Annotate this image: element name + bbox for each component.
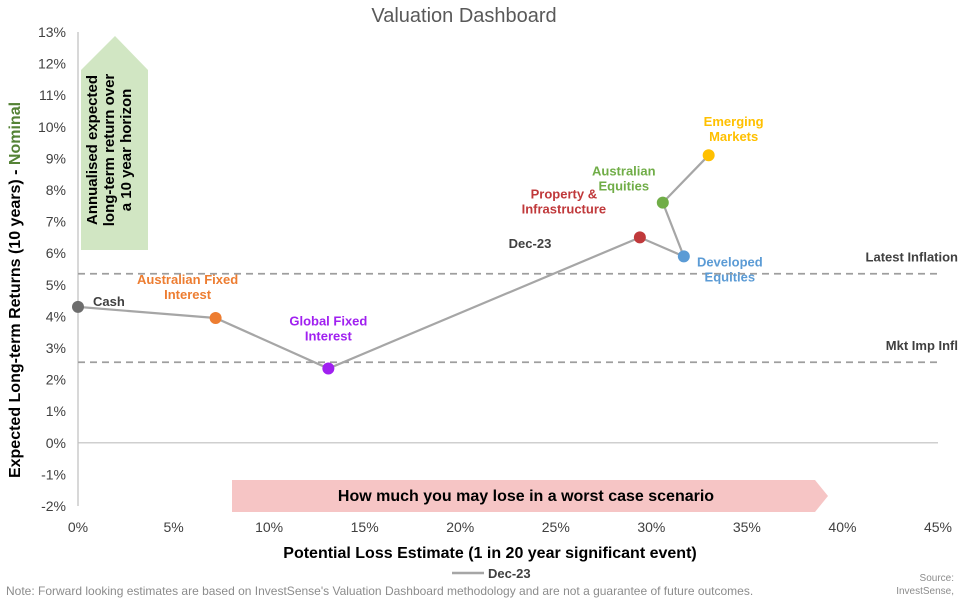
data-point-label-line: Markets [709,129,758,144]
reference-line-label: Mkt Imp Infl [886,338,958,353]
data-point-label-line: Developed [697,254,763,269]
series-label: Dec-23 [509,236,552,251]
x-axis-label: Potential Loss Estimate (1 in 20 year si… [283,545,696,562]
data-point-label-line: Property & [531,186,597,201]
data-point-label-line: Australian [592,164,656,179]
vertical-annotation-line: a 10 year horizon [118,89,135,212]
data-point-label-line: Global Fixed [289,314,367,329]
y-tick-label: -1% [41,466,66,482]
vertical-annotation-line: long-term return over [101,74,118,227]
data-point-label-line: Equities [599,179,650,194]
x-tick-label: 25% [542,519,570,535]
x-tick-label: 20% [446,519,474,535]
footer-note: Note: Forward looking estimates are base… [6,584,753,598]
data-point [633,231,646,244]
y-tick-label: 11% [39,87,66,103]
x-tick-label: 15% [351,519,379,535]
x-tick-label: 30% [637,519,665,535]
data-point [702,149,715,162]
y-tick-label: 10% [38,119,66,135]
data-point [209,311,222,324]
data-point-label-line: Cash [93,294,125,309]
y-axis-label: Expected Long-term Returns (10 years) - … [7,102,24,478]
data-point-label-line: Infrastructure [522,201,607,216]
horizontal-annotation-arrow [232,480,828,512]
data-point-label-line: Interest [164,287,212,302]
data-point [656,196,669,209]
y-axis-label-accent: Nominal [7,102,24,165]
y-tick-label: 3% [46,340,66,356]
vertical-annotation-arrow [81,36,148,250]
data-point-label: Australian Equities [592,164,656,194]
chart-title: Valuation Dashboard [371,5,556,27]
axes: -2% -1% 0% 1% 2% 3% 4% 5% 6% 7% 8% 9% 10% 11% 12% 13% 0%… [38,24,952,535]
y-tick-label: 6% [46,245,66,261]
data-point-label: Property & Infrastructure [522,186,607,216]
x-tick-label: 40% [828,519,856,535]
data-point-label: Cash [93,294,125,309]
annotation-arrows: Annualised expectedlong-term return over… [81,36,828,512]
legend-label: Dec-23 [488,566,531,581]
x-tick-label: 35% [733,519,761,535]
reference-lines: Latest Inflation Mkt Imp Infl [78,250,959,364]
source-label: Source: [920,573,954,584]
y-tick-label: 13% [38,24,66,40]
x-tick-label: 45% [924,519,952,535]
y-tick-label: 1% [46,403,66,419]
y-tick-label: -2% [41,498,66,514]
y-tick-label: 2% [46,372,66,388]
y-tick-label: 0% [46,435,66,451]
data-point-label: Global Fixed Interest [289,314,367,344]
y-tick-label: 4% [46,308,66,324]
y-tick-label: 8% [46,182,66,198]
y-tick-label: 9% [46,150,66,166]
data-point-label: Emerging Markets [704,114,764,144]
data-point-label: Australian Fixed Interest [137,272,238,302]
y-tick-label: 7% [46,214,66,230]
data-point-label-line: Australian Fixed [137,272,238,287]
y-tick-label: 12% [38,56,66,72]
vertical-annotation-text: Annualised expectedlong-term return over… [84,74,135,227]
x-tick-label: 0% [68,519,88,535]
x-tick-label: 10% [255,519,283,535]
data-point-label-line: Emerging [704,114,764,129]
source-name: InvestSense, [896,586,954,597]
reference-line-label: Latest Inflation [866,250,959,265]
vertical-annotation-line: Annualised expected [84,75,101,225]
data-point-label-line: Equities [705,269,756,284]
data-point [322,362,335,375]
data-point-label: Developed Equities [697,254,763,284]
x-tick-label: 5% [163,519,183,535]
y-tick-label: 5% [46,277,66,293]
data-point [72,300,84,313]
horizontal-annotation-text: How much you may lose in a worst case sc… [338,488,714,505]
data-point-label-line: Interest [305,329,353,344]
data-point [677,250,690,263]
y-axis-label-main: Expected Long-term Returns (10 years) - [7,165,24,478]
